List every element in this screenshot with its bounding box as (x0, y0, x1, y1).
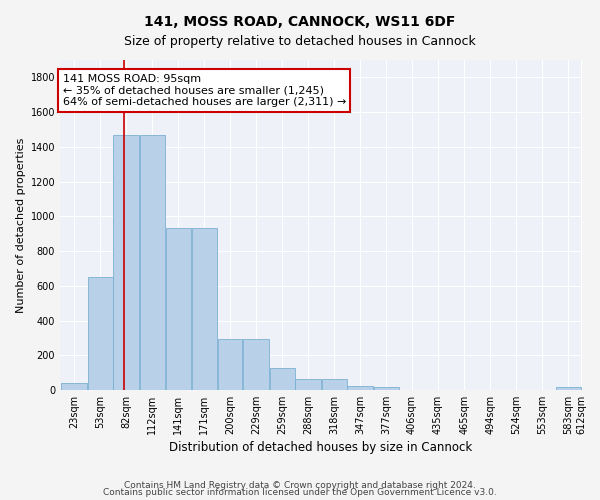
Bar (322, 378, 347, 390)
Bar (88, 277, 113, 390)
Bar (192, 228, 217, 390)
Text: Contains public sector information licensed under the Open Government Licence v3: Contains public sector information licen… (103, 488, 497, 497)
Bar (556, 388, 581, 390)
Bar (374, 388, 399, 390)
Bar (61, 383, 87, 390)
Bar (218, 339, 242, 390)
Bar (140, 134, 165, 390)
Bar (243, 339, 269, 390)
Text: Size of property relative to detached houses in Cannock: Size of property relative to detached ho… (124, 35, 476, 48)
Bar (295, 378, 321, 390)
Text: Contains HM Land Registry data © Crown copyright and database right 2024.: Contains HM Land Registry data © Crown c… (124, 480, 476, 490)
Text: 141, MOSS ROAD, CANNOCK, WS11 6DF: 141, MOSS ROAD, CANNOCK, WS11 6DF (145, 15, 455, 29)
Bar (113, 134, 139, 390)
Bar (270, 368, 295, 390)
Bar (166, 228, 191, 390)
Y-axis label: Number of detached properties: Number of detached properties (16, 138, 26, 312)
Bar (347, 386, 373, 390)
X-axis label: Distribution of detached houses by size in Cannock: Distribution of detached houses by size … (169, 441, 473, 454)
Text: 141 MOSS ROAD: 95sqm
← 35% of detached houses are smaller (1,245)
64% of semi-de: 141 MOSS ROAD: 95sqm ← 35% of detached h… (62, 74, 346, 107)
